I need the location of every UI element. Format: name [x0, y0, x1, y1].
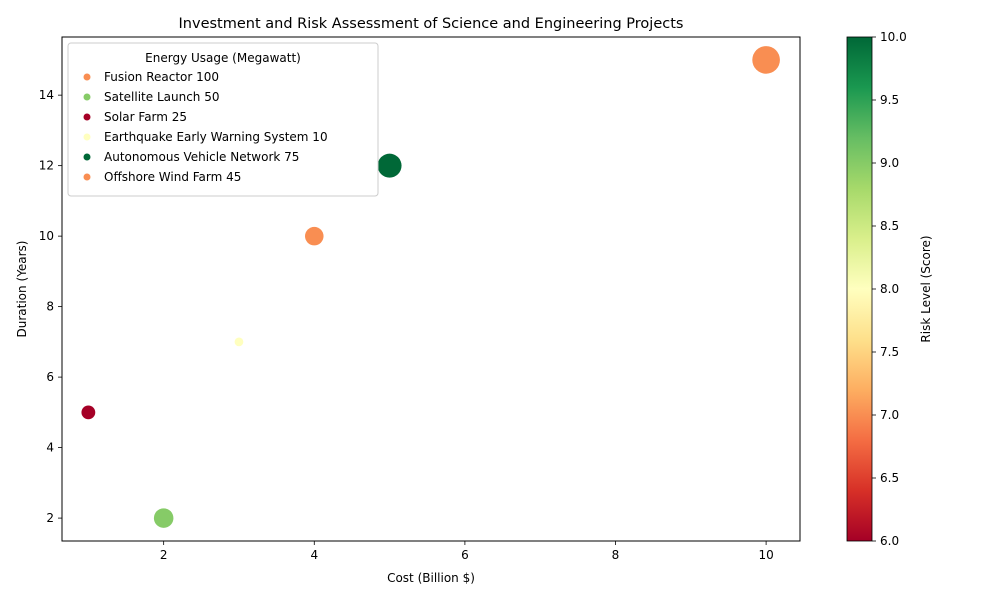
- legend-marker: [83, 173, 91, 181]
- x-tick-label: 10: [758, 548, 773, 562]
- colorbar-tick-label: 8.0: [880, 282, 899, 296]
- legend-frame: [67, 42, 379, 197]
- legend-marker: [83, 113, 91, 121]
- colorbar-gradient: [846, 36, 873, 542]
- data-points: [81, 46, 780, 528]
- colorbar-tick-label: 7.0: [880, 408, 899, 422]
- legend-marker: [83, 73, 91, 81]
- colorbar-ticks: 6.0 6.5 7.0 7.5 8.0 8.5 9.0 9.5 10.0: [872, 30, 907, 548]
- data-point: [377, 153, 402, 178]
- y-tick-label: 8: [46, 300, 54, 314]
- legend-marker: [83, 133, 91, 141]
- legend-entry: Offshore Wind Farm 45: [104, 170, 241, 184]
- colorbar-tick-label: 7.5: [880, 345, 899, 359]
- colorbar-tick-label: 9.0: [880, 156, 899, 170]
- colorbar-tick-label: 6.0: [880, 534, 899, 548]
- data-point: [153, 508, 174, 528]
- x-axis-label: Cost (Billion $): [387, 571, 475, 585]
- x-tick-label: 4: [310, 548, 318, 562]
- chart-title: Investment and Risk Assessment of Scienc…: [179, 16, 684, 32]
- y-tick-label: 2: [46, 511, 54, 525]
- y-axis-ticks: 2 4 6 8 10 12 14: [39, 88, 62, 525]
- y-tick-label: 6: [46, 370, 54, 384]
- legend-marker: [83, 93, 91, 101]
- legend-entry: Earthquake Early Warning System 10: [104, 130, 328, 144]
- data-point: [305, 226, 324, 246]
- plot-frame: [61, 36, 801, 542]
- legend-entry: Solar Farm 25: [104, 110, 187, 124]
- legend-entry: Satellite Launch 50: [104, 90, 220, 104]
- y-axis-label: Duration (Years): [15, 241, 29, 338]
- data-point: [752, 46, 780, 74]
- data-point: [234, 337, 244, 347]
- colorbar-tick-label: 6.5: [880, 471, 899, 485]
- colorbar-tick-label: 10.0: [880, 30, 907, 44]
- legend-entry: Autonomous Vehicle Network 75: [104, 150, 299, 164]
- legend-items: Fusion Reactor 100 Satellite Launch 50 Sol…: [83, 70, 328, 184]
- legend-entry: Fusion Reactor 100: [104, 70, 219, 84]
- x-tick-label: 8: [612, 548, 620, 562]
- data-point: [81, 405, 96, 420]
- colorbar-label: Risk Level (Score): [919, 235, 933, 342]
- x-axis-ticks: 2 4 6 8 10: [160, 541, 774, 562]
- y-tick-label: 12: [39, 159, 54, 173]
- x-tick-label: 2: [160, 548, 168, 562]
- colorbar-tick-label: 9.5: [880, 93, 899, 107]
- y-tick-label: 4: [46, 441, 54, 455]
- x-tick-label: 6: [461, 548, 469, 562]
- y-tick-label: 10: [39, 229, 54, 243]
- colorbar: 6.0 6.5 7.0 7.5 8.0 8.5 9.0 9.5 10.0 Risk Level …: [846, 30, 933, 548]
- colorbar-tick-label: 8.5: [880, 219, 899, 233]
- legend-title: Energy Usage (Megawatt): [145, 51, 301, 65]
- legend: Energy Usage (Megawatt) Fusion Reactor 1…: [67, 42, 379, 197]
- legend-marker: [83, 153, 91, 161]
- y-tick-label: 14: [39, 88, 54, 102]
